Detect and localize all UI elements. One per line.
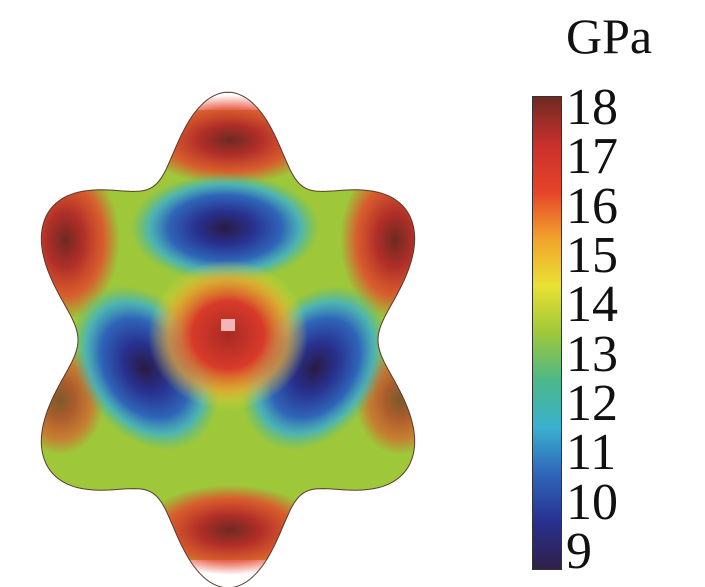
colorbar-tick-16: 16 <box>566 177 618 235</box>
lobe-top <box>140 95 320 185</box>
colorbar-tick-15: 15 <box>566 227 618 284</box>
colorbar-tick-18: 18 <box>566 79 618 136</box>
colorbar-tick-14: 14 <box>566 276 618 334</box>
colorbar-tick-11: 11 <box>566 424 617 482</box>
lobe-upper-left <box>41 160 120 320</box>
center-max <box>148 260 308 410</box>
colorbar-tick-9: 9 <box>566 523 592 580</box>
colorbar <box>532 96 562 570</box>
colorbar-unit: GPa <box>566 8 653 64</box>
colorbar-tick-12: 12 <box>566 375 618 432</box>
colorbar-tick-17: 17 <box>566 128 618 186</box>
min-top <box>130 173 320 283</box>
lobe-bottom <box>140 485 320 575</box>
colorbar-tick-13: 13 <box>566 325 618 383</box>
center-highlight <box>221 319 235 331</box>
colorbar-tick-10: 10 <box>566 473 618 531</box>
lobe-upper-right <box>340 160 415 320</box>
